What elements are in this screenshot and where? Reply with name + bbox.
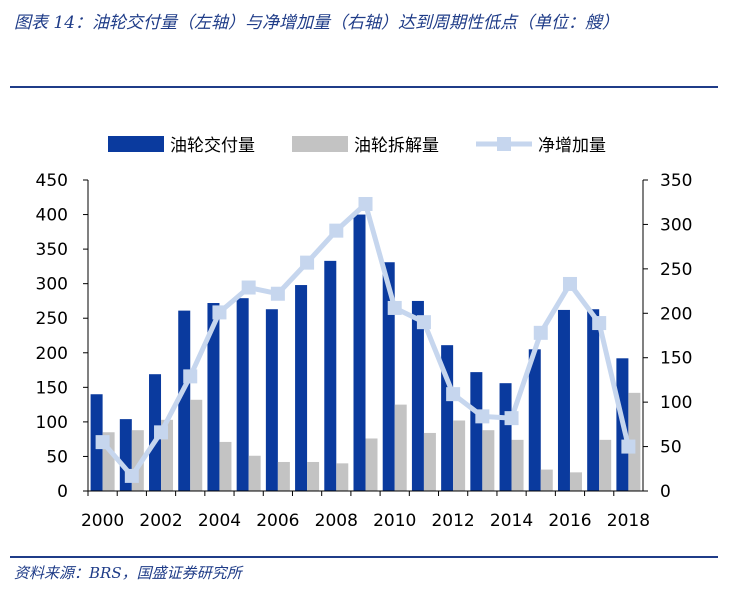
bar-deliveries-2006	[265, 309, 278, 491]
point-net-2014	[504, 411, 519, 426]
bar-scrapping-2006	[277, 461, 290, 491]
bar-deliveries-2008	[324, 260, 337, 491]
x-tick-label-2006: 2006	[256, 511, 299, 531]
x-tick-label-2000: 2000	[81, 511, 124, 531]
source-note: 资料来源：BRS，国盛证券研究所	[14, 564, 242, 582]
bar-deliveries-2003	[178, 310, 191, 491]
bar-scrapping-2010	[394, 404, 407, 491]
bar-scrapping-2007	[307, 461, 320, 491]
bar-scrapping-2017	[599, 439, 612, 491]
x-tick-label-2018: 2018	[607, 511, 650, 531]
point-net-2012	[446, 387, 461, 402]
legend-swatch-scrapping	[292, 136, 348, 152]
y-left-tick-label: 0	[57, 482, 68, 502]
point-net-2011	[416, 315, 431, 330]
y-left-tick-label: 150	[36, 378, 68, 398]
bar-scrapping-2004	[219, 441, 232, 491]
bar-deliveries-2009	[353, 214, 366, 492]
point-net-2002	[154, 425, 169, 440]
bar-scrapping-2016	[569, 472, 582, 491]
y-right-tick-label: 250	[660, 260, 692, 280]
y-left-tick-label: 300	[36, 275, 68, 295]
x-tick-label-2002: 2002	[139, 511, 182, 531]
y-right-tick-label: 100	[660, 393, 692, 413]
y-right-tick-label: 50	[660, 438, 682, 458]
legend-label-scrapping: 油轮拆解量	[354, 136, 439, 156]
x-tick-label-2012: 2012	[431, 511, 474, 531]
bar-deliveries-2005	[236, 298, 249, 491]
bar-scrapping-2013	[482, 430, 495, 491]
bar-scrapping-2014	[511, 439, 524, 491]
point-net-2001	[124, 468, 139, 483]
point-net-2005	[241, 280, 256, 295]
y-left-tick-label: 250	[36, 309, 68, 329]
source-divider	[10, 556, 718, 558]
point-net-2018	[621, 439, 636, 454]
bar-scrapping-2008	[336, 463, 349, 491]
y-left-tick-label: 450	[36, 171, 68, 191]
bar-scrapping-2003	[190, 399, 203, 491]
y-left-tick-label: 50	[46, 447, 68, 467]
bar-scrapping-2009	[365, 438, 378, 491]
point-net-2008	[329, 223, 344, 238]
point-net-2004	[212, 305, 227, 320]
chart-title: 图表 14：油轮交付量（左轴）与净增加量（右轴）达到周期性低点（单位：艘）	[14, 13, 620, 33]
point-net-2010	[387, 300, 402, 315]
title-divider	[10, 86, 718, 88]
bar-deliveries-2011	[411, 300, 424, 491]
point-net-2017	[592, 316, 607, 331]
legend-marker-net	[497, 137, 511, 151]
point-net-2013	[475, 409, 490, 424]
point-net-2003	[183, 369, 198, 384]
y-left-tick-label: 100	[36, 413, 68, 433]
y-right-tick-label: 300	[660, 215, 692, 235]
bar-deliveries-2016	[557, 309, 570, 491]
x-tick-label-2004: 2004	[198, 511, 241, 531]
y-right-tick-label: 0	[660, 482, 671, 502]
point-net-2007	[300, 255, 315, 270]
bar-scrapping-2011	[423, 432, 436, 491]
x-tick-label-2014: 2014	[490, 511, 533, 531]
point-net-2016	[562, 276, 577, 291]
y-right-tick-label: 350	[660, 171, 692, 191]
x-tick-label-2010: 2010	[373, 511, 416, 531]
x-tick-label-2016: 2016	[548, 511, 591, 531]
bar-deliveries-2013	[470, 372, 483, 491]
point-net-2000	[95, 435, 110, 450]
bar-scrapping-2005	[248, 455, 261, 491]
point-net-2009	[358, 196, 373, 211]
legend-label-deliveries: 油轮交付量	[170, 136, 255, 156]
point-net-2015	[533, 325, 548, 340]
y-left-tick-label: 400	[36, 206, 68, 226]
bar-deliveries-2014	[499, 383, 512, 491]
y-right-tick-label: 200	[660, 304, 692, 324]
bar-deliveries-2015	[528, 349, 541, 491]
legend-label-net: 净增加量	[538, 136, 606, 156]
bar-deliveries-2004	[207, 303, 220, 491]
legend-swatch-deliveries	[108, 136, 164, 152]
bar-deliveries-2017	[587, 309, 600, 491]
bar-scrapping-2015	[540, 469, 553, 491]
x-tick-label-2008: 2008	[315, 511, 358, 531]
y-right-tick-label: 150	[660, 349, 692, 369]
bar-deliveries-2007	[295, 285, 308, 491]
bar-deliveries-2010	[382, 262, 395, 491]
bar-scrapping-2012	[453, 420, 466, 491]
y-left-tick-label: 350	[36, 240, 68, 260]
point-net-2006	[270, 286, 285, 301]
y-left-tick-label: 200	[36, 344, 68, 364]
